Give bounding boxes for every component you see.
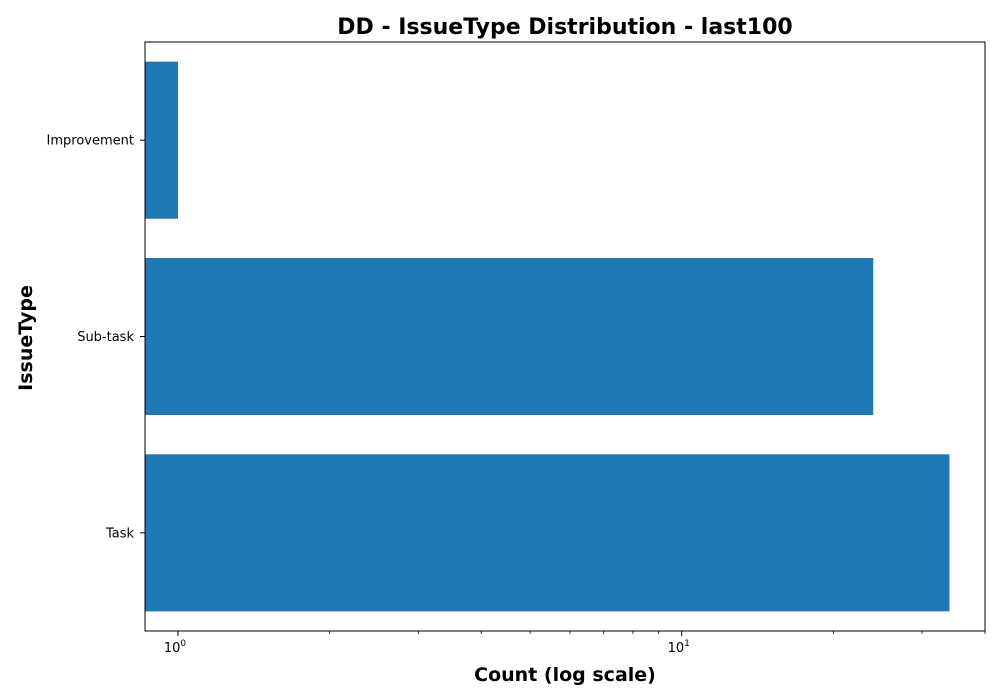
bar-improvement bbox=[145, 61, 178, 219]
x-tick-label: 101 bbox=[668, 639, 690, 656]
y-tick-label-improvement: Improvement bbox=[47, 134, 134, 149]
bar-task bbox=[145, 454, 950, 612]
y-tick-label-task: Task bbox=[105, 526, 135, 541]
x-axis-label: Count (log scale) bbox=[474, 664, 656, 686]
x-tick-exponent: 1 bbox=[684, 639, 690, 649]
plot-frame bbox=[144, 41, 986, 632]
x-tick-exponent: 0 bbox=[180, 639, 186, 649]
y-axis-label: IssueType bbox=[15, 285, 37, 391]
chart-title: DD - IssueType Distribution - last100 bbox=[337, 15, 792, 40]
x-tick-label: 100 bbox=[164, 639, 187, 656]
bar-sub-task bbox=[145, 257, 874, 416]
y-tick-label-sub-task: Sub-task bbox=[77, 330, 134, 345]
